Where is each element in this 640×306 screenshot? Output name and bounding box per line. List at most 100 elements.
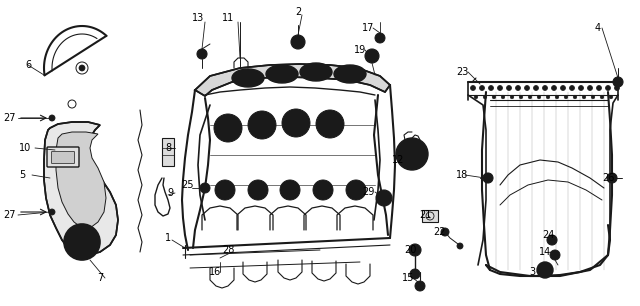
- Text: 17: 17: [362, 23, 374, 33]
- Circle shape: [282, 109, 310, 137]
- Ellipse shape: [337, 67, 363, 81]
- Text: 13: 13: [192, 13, 204, 23]
- Ellipse shape: [266, 65, 298, 83]
- Ellipse shape: [334, 65, 366, 83]
- Circle shape: [547, 235, 557, 245]
- Circle shape: [488, 85, 493, 91]
- Text: 6: 6: [25, 60, 31, 70]
- Circle shape: [540, 265, 550, 275]
- Circle shape: [317, 184, 329, 196]
- Text: 14: 14: [539, 247, 551, 257]
- Circle shape: [537, 95, 541, 99]
- FancyBboxPatch shape: [47, 147, 79, 167]
- Ellipse shape: [306, 66, 326, 77]
- Circle shape: [528, 95, 532, 99]
- Circle shape: [77, 237, 87, 247]
- Circle shape: [316, 110, 344, 138]
- Circle shape: [570, 85, 575, 91]
- Text: 27: 27: [4, 210, 16, 220]
- Ellipse shape: [272, 69, 292, 80]
- Circle shape: [49, 209, 55, 215]
- Circle shape: [515, 85, 520, 91]
- Text: 12: 12: [392, 155, 404, 165]
- Circle shape: [579, 85, 584, 91]
- Text: 5: 5: [19, 170, 25, 180]
- Text: 22: 22: [434, 227, 446, 237]
- Circle shape: [248, 180, 268, 200]
- Circle shape: [614, 85, 620, 91]
- Circle shape: [613, 77, 623, 87]
- Circle shape: [379, 193, 389, 203]
- Circle shape: [537, 262, 553, 278]
- Circle shape: [70, 230, 94, 254]
- Circle shape: [591, 95, 595, 99]
- Text: 21: 21: [419, 210, 431, 220]
- Circle shape: [519, 95, 523, 99]
- Text: 7: 7: [97, 273, 103, 283]
- Ellipse shape: [269, 67, 295, 81]
- Circle shape: [550, 238, 554, 242]
- Circle shape: [543, 85, 547, 91]
- Ellipse shape: [303, 65, 329, 79]
- Circle shape: [556, 95, 559, 99]
- Text: 1: 1: [165, 233, 171, 243]
- Circle shape: [479, 85, 484, 91]
- Text: 29: 29: [362, 187, 374, 197]
- Ellipse shape: [340, 69, 360, 80]
- Text: 26: 26: [602, 173, 614, 183]
- Text: 24: 24: [542, 230, 554, 240]
- Text: 3: 3: [529, 267, 535, 277]
- Circle shape: [252, 184, 264, 196]
- Text: 27: 27: [4, 113, 16, 123]
- Circle shape: [407, 149, 417, 159]
- Circle shape: [200, 52, 204, 56]
- Circle shape: [376, 190, 392, 206]
- Circle shape: [412, 247, 418, 253]
- Text: 2: 2: [295, 7, 301, 17]
- Circle shape: [284, 184, 296, 196]
- Circle shape: [470, 85, 476, 91]
- Circle shape: [415, 281, 425, 291]
- Ellipse shape: [235, 71, 261, 85]
- Circle shape: [546, 95, 550, 99]
- Circle shape: [410, 269, 420, 279]
- Circle shape: [402, 144, 422, 164]
- Circle shape: [64, 224, 100, 260]
- Text: 19: 19: [354, 45, 366, 55]
- Circle shape: [350, 184, 362, 196]
- Circle shape: [510, 95, 514, 99]
- Circle shape: [214, 114, 242, 142]
- Bar: [162, 138, 174, 166]
- Circle shape: [253, 116, 271, 134]
- Circle shape: [215, 180, 235, 200]
- Circle shape: [219, 184, 231, 196]
- Circle shape: [483, 95, 487, 99]
- Circle shape: [313, 180, 333, 200]
- Circle shape: [605, 85, 611, 91]
- Circle shape: [441, 228, 449, 236]
- Circle shape: [497, 85, 502, 91]
- Circle shape: [294, 38, 302, 46]
- Polygon shape: [56, 132, 106, 228]
- Circle shape: [550, 250, 560, 260]
- Circle shape: [200, 183, 210, 193]
- Circle shape: [287, 114, 305, 132]
- Text: 15: 15: [402, 273, 414, 283]
- Text: 9: 9: [167, 188, 173, 198]
- Text: 20: 20: [404, 245, 416, 255]
- FancyBboxPatch shape: [51, 151, 74, 163]
- Text: 4: 4: [595, 23, 601, 33]
- Text: 28: 28: [222, 245, 234, 255]
- Text: 11: 11: [222, 13, 234, 23]
- Text: 8: 8: [165, 143, 171, 153]
- Circle shape: [534, 85, 538, 91]
- Circle shape: [596, 85, 602, 91]
- Circle shape: [607, 173, 617, 183]
- Ellipse shape: [300, 63, 332, 81]
- Circle shape: [474, 95, 478, 99]
- Circle shape: [375, 33, 385, 43]
- Circle shape: [248, 111, 276, 139]
- Circle shape: [609, 95, 613, 99]
- Ellipse shape: [232, 69, 264, 87]
- Text: 16: 16: [209, 267, 221, 277]
